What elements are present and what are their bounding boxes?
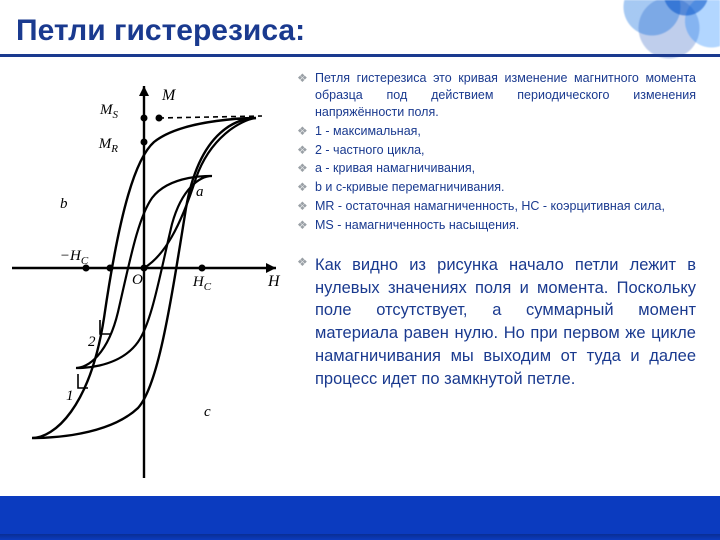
list-item: MS - намагниченность насыщения. xyxy=(295,217,696,234)
footer-band xyxy=(0,496,720,540)
list-item: 1 - максимальная, xyxy=(295,123,696,140)
text-column: Петля гистерезиса это кривая изменение м… xyxy=(285,64,720,496)
hysteresis-diagram: H M MS MR HC −HC O a b c 1 2 xyxy=(0,64,285,504)
label-1: 1 xyxy=(66,388,74,404)
label-2: 2 xyxy=(88,334,96,350)
list-item: Петля гистерезиса это кривая изменение м… xyxy=(295,70,696,121)
list-item: MR - остаточная намагниченность, HC - ко… xyxy=(295,198,696,215)
bullet-list-big: Как видно из рисунка начало петли лежит … xyxy=(295,254,696,391)
label-negHc: −HC xyxy=(60,248,89,267)
label-b: b xyxy=(60,196,68,212)
label-Hc: HC xyxy=(192,274,212,293)
content-row: H M MS MR HC −HC O a b c 1 2 Петля гисте… xyxy=(0,64,720,496)
label-c: c xyxy=(204,404,211,420)
slide: Петли гистерезиса: xyxy=(0,0,720,540)
list-item: 2 - частного цикла, xyxy=(295,142,696,159)
label-M: M xyxy=(161,87,177,104)
label-O: O xyxy=(132,272,143,288)
hysteresis-svg: H M MS MR HC −HC O a b c 1 2 xyxy=(4,68,284,498)
list-item: Как видно из рисунка начало петли лежит … xyxy=(295,254,696,391)
list-item: b и c-кривые перемагничивания. xyxy=(295,179,696,196)
bullet-list-small: Петля гистерезиса это кривая изменение м… xyxy=(295,70,696,234)
label-Mr: MR xyxy=(98,136,119,155)
label-Ms: MS xyxy=(99,102,119,121)
label-a: a xyxy=(196,184,204,200)
label-H: H xyxy=(267,273,281,290)
page-title: Петли гистерезиса: xyxy=(16,14,720,48)
title-bar: Петли гистерезиса: xyxy=(0,10,720,57)
list-item: a - кривая намагничивания, xyxy=(295,160,696,177)
